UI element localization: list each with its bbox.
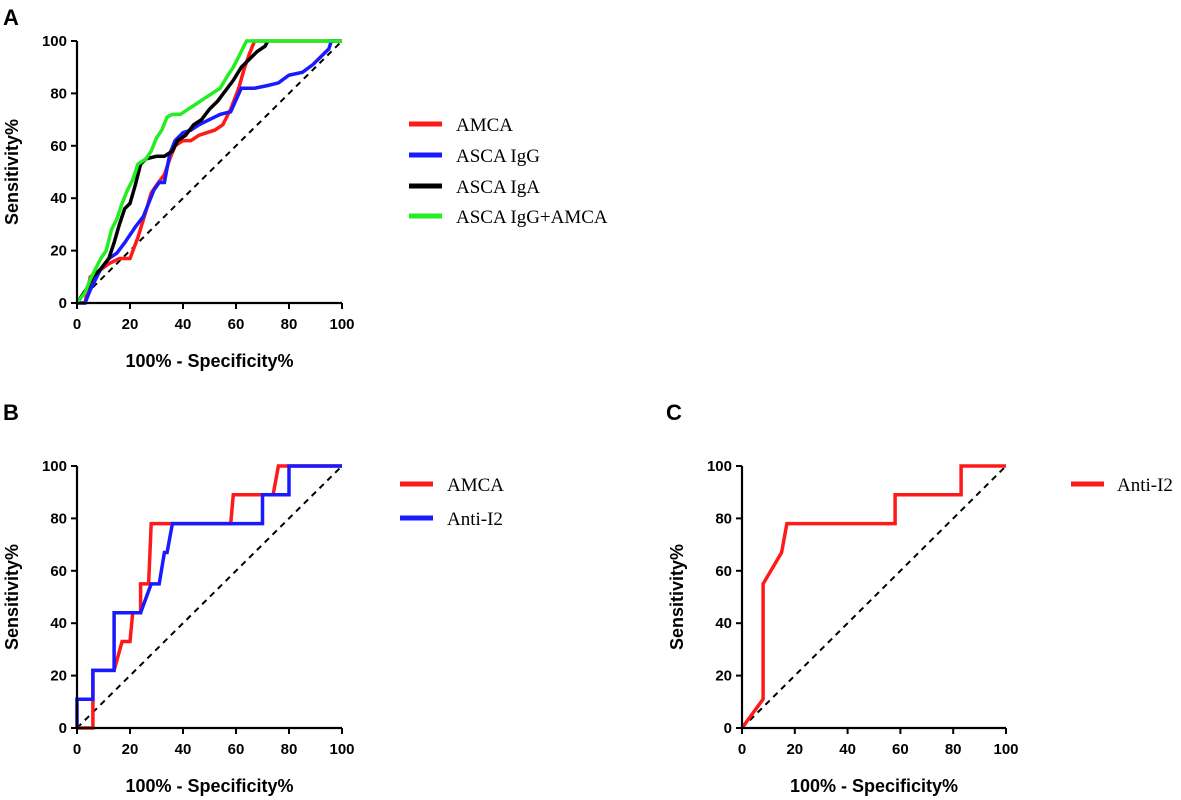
x-tick-label: 20 [122, 741, 139, 758]
series-line-asca-iga [75, 40, 270, 304]
y-axis-title: Sensitivity% [667, 544, 687, 650]
y-tick-label: 60 [715, 563, 732, 580]
y-tick-label: 100 [42, 458, 67, 475]
x-tick-label: 100 [329, 741, 354, 758]
y-tick-label: 80 [50, 510, 67, 527]
chart-panel-b: B 0 20 40 60 80 100 0 20 40 60 80 100 100% - Specific… [2, 400, 504, 796]
series-line-anti-i2 [740, 464, 1006, 730]
y-axis-title: Sensitivity% [2, 119, 22, 225]
y-axis-title: Sensitivity% [2, 544, 22, 650]
y-tick-label: 20 [50, 668, 67, 685]
legend-label: Anti-I2 [447, 509, 503, 530]
legend-label: AMCA [456, 115, 513, 136]
chart-panel-c: C 0 20 40 60 80 100 0 20 40 60 80 100 100% - Specific… [666, 400, 1173, 796]
x-tick-label: 80 [281, 316, 298, 333]
legend: AMCA Anti-I2 [400, 475, 504, 530]
y-tick-label: 0 [59, 295, 67, 312]
x-tick-label: 0 [738, 741, 746, 758]
x-tick-label: 60 [228, 316, 245, 333]
x-tick-label: 0 [73, 316, 81, 333]
series-line-anti-i2 [75, 464, 342, 728]
panel-label: B [3, 400, 19, 425]
legend-label: ASCA IgG+AMCA [456, 207, 608, 228]
x-tick-label: 0 [73, 741, 81, 758]
y-tick-label: 20 [50, 243, 67, 260]
legend-label: AMCA [447, 475, 504, 496]
x-axis-title: 100% - Specificity% [790, 776, 958, 796]
series-line-asca-igg [77, 39, 342, 305]
y-tick-label: 20 [715, 668, 732, 685]
legend: Anti-I2 [1071, 475, 1173, 496]
y-tick-label: 100 [42, 33, 67, 50]
reference-diagonal [76, 465, 343, 729]
x-tick-label: 40 [175, 316, 192, 333]
reference-diagonal [76, 40, 343, 304]
x-tick-label: 60 [228, 741, 245, 758]
x-tick-label: 80 [281, 741, 298, 758]
panel-label: A [3, 5, 19, 30]
x-tick-label: 100 [329, 316, 354, 333]
x-tick-label: 40 [175, 741, 192, 758]
y-tick-label: 80 [50, 85, 67, 102]
y-tick-label: 0 [724, 720, 732, 737]
y-tick-label: 0 [59, 720, 67, 737]
x-axis-title: 100% - Specificity% [125, 351, 293, 371]
panel-label: C [666, 400, 682, 425]
y-tick-label: 60 [50, 563, 67, 580]
y-tick-label: 100 [707, 458, 732, 475]
y-tick-label: 40 [50, 615, 67, 632]
legend-label: ASCA IgG [456, 146, 540, 167]
x-tick-label: 60 [892, 741, 909, 758]
series-line-asca-igg-amca [75, 39, 342, 305]
y-tick-label: 80 [715, 510, 732, 527]
chart-panel-a: A 0 20 40 60 80 100 0 20 40 60 80 100 100% - Specific… [2, 5, 608, 371]
legend-label: ASCA IgA [456, 177, 540, 198]
x-tick-label: 20 [122, 316, 139, 333]
reference-diagonal [741, 465, 1007, 729]
x-axis-title: 100% - Specificity% [125, 776, 293, 796]
x-tick-label: 20 [786, 741, 803, 758]
legend: AMCA ASCA IgG ASCA IgA ASCA IgG+AMCA [409, 115, 608, 228]
y-tick-label: 60 [50, 138, 67, 155]
y-tick-label: 40 [715, 615, 732, 632]
x-tick-label: 100 [993, 741, 1018, 758]
y-tick-label: 40 [50, 190, 67, 207]
legend-label: Anti-I2 [1117, 475, 1173, 496]
x-tick-label: 80 [945, 741, 962, 758]
x-tick-label: 40 [839, 741, 856, 758]
